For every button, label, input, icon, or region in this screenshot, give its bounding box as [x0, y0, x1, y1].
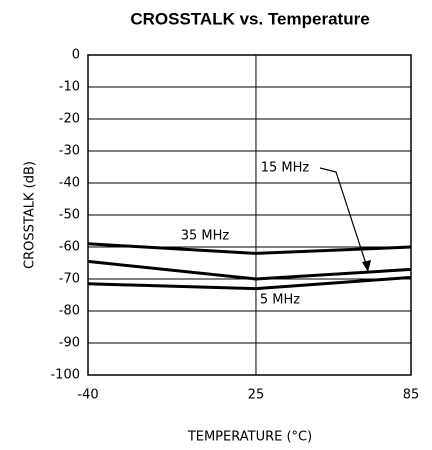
y-tick-label: -50 — [59, 208, 80, 223]
y-axis-label: CROSSTALK (dB) — [23, 161, 38, 269]
y-tick-label: -70 — [59, 272, 80, 287]
data-line — [87, 275, 412, 291]
series-label: 5 MHz — [260, 293, 300, 308]
y-tick-label: -100 — [50, 368, 80, 383]
chart-title: CROSSTALK vs. Temperature — [130, 9, 369, 28]
data-line — [87, 259, 412, 281]
x-tick-label: 85 — [403, 388, 420, 403]
x-tick-label: 25 — [248, 388, 265, 403]
arrow-head — [362, 260, 371, 272]
y-tick-label: -80 — [59, 304, 80, 319]
x-axis-label: TEMPERATURE (°C) — [187, 430, 312, 445]
x-tick-label: -40 — [77, 388, 98, 403]
y-tick-label: -40 — [59, 176, 80, 191]
y-tick-label: -90 — [59, 336, 80, 351]
y-tick-label: -10 — [59, 80, 80, 95]
series-label: 35 MHz — [181, 229, 230, 244]
y-tick-label: -20 — [59, 112, 80, 127]
data-line — [87, 242, 412, 255]
annotation-arrow — [319, 167, 369, 271]
y-tick-label: -30 — [59, 144, 80, 159]
y-tick-label: -60 — [59, 240, 80, 255]
series-label: 15 MHz — [261, 161, 310, 176]
y-tick-label: 0 — [72, 48, 80, 63]
